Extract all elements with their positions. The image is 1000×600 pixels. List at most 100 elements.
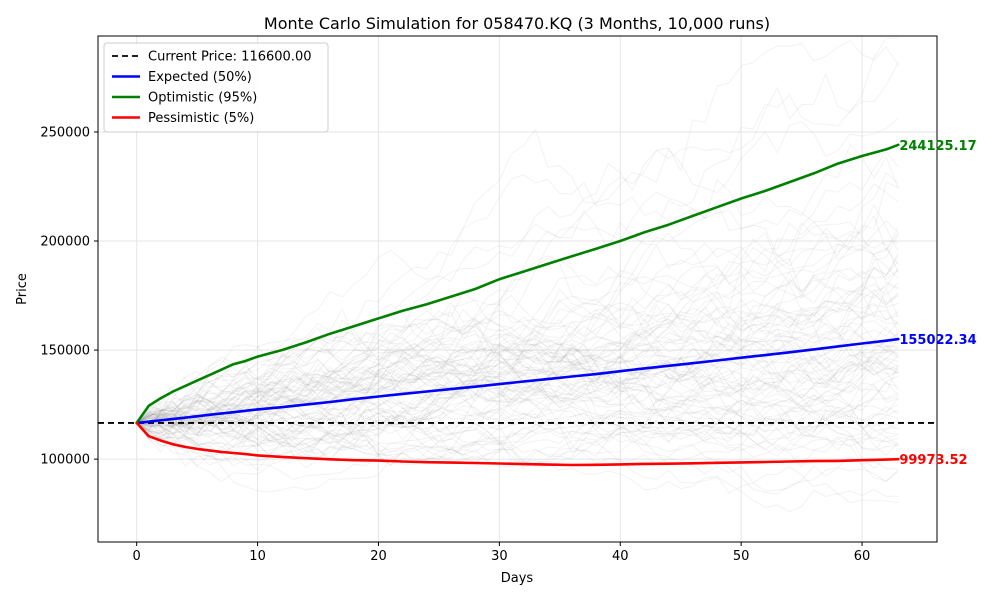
simulation-path: [136, 326, 899, 432]
simulation-path: [136, 214, 899, 436]
x-tick-label: 50: [733, 549, 750, 564]
simulation-path: [136, 284, 899, 430]
y-tick-label: 100000: [40, 453, 90, 468]
plot-frame: [97, 35, 938, 543]
simulation-path: [136, 287, 899, 468]
simulation-path: [136, 302, 899, 449]
simulation-path: [136, 302, 899, 424]
series-layer: [98, 143, 937, 467]
simulation-path: [136, 183, 899, 424]
simulation-path: [136, 329, 899, 445]
y-tick-label: 250000: [40, 125, 90, 140]
x-tick-label: 30: [491, 549, 508, 564]
simulation-path: [136, 292, 899, 448]
legend-label: Optimistic (95%): [148, 91, 257, 106]
simulation-path: [136, 369, 899, 424]
x-tick-label: 20: [370, 549, 387, 564]
simulation-path: [136, 332, 899, 440]
simulation-path: [136, 312, 899, 432]
simulation-path: [136, 254, 899, 424]
simulation-path: [136, 62, 899, 424]
simulation-path: [136, 395, 899, 460]
simulation-path: [136, 323, 899, 424]
simulation-path: [136, 320, 899, 454]
y-tick-label: 200000: [40, 235, 90, 250]
series-line-pessimistic-5: [135, 421, 900, 467]
simulation-path: [136, 405, 899, 463]
legend-label: Current Price: 116600.00: [148, 50, 311, 65]
simulation-path: [136, 244, 899, 430]
end-label-expected-50: 155022.34: [899, 333, 976, 348]
ticks-layer: 0 10 20 30 40 50 60 100000 150000 200000 250000: [40, 125, 870, 564]
simulation-path: [136, 39, 899, 440]
x-tick-label: 10: [249, 549, 266, 564]
simulation-path: [136, 282, 899, 434]
end-label-pessimistic-5: 99973.52: [899, 453, 967, 468]
simulation-path: [136, 181, 899, 434]
simulation-path: [136, 329, 899, 425]
legend-box: [103, 42, 329, 133]
simulation-path: [136, 343, 899, 457]
simulation-path: [136, 302, 899, 425]
simulation-path: [136, 267, 899, 441]
simulation-path: [136, 362, 899, 463]
simulation-path: [136, 406, 899, 469]
simulation-path: [136, 243, 899, 442]
simulation-path: [136, 343, 899, 426]
legend: Current Price: 116600.00 Expected (50%) Op…: [103, 42, 329, 133]
simulation-path: [136, 354, 899, 452]
simulation-path: [136, 275, 899, 445]
simulation-path: [136, 399, 899, 465]
series-line-optimistic-95: [135, 143, 900, 425]
x-tick-label: 60: [854, 549, 871, 564]
simulation-path: [136, 403, 899, 513]
simulation-path: [136, 350, 899, 441]
simulation-path: [136, 375, 899, 452]
simulation-path: [136, 415, 899, 481]
x-tick-label: 0: [133, 549, 141, 564]
simulation-path: [136, 320, 899, 427]
simulation-path: [136, 289, 899, 425]
simulation-path: [136, 422, 899, 495]
end-label-optimistic-95: 244125.17: [899, 139, 976, 154]
series-line-expected-50: [135, 337, 900, 425]
simulation-path: [136, 232, 899, 445]
simulation-path: [136, 305, 899, 427]
simulation-path: [136, 341, 899, 437]
simulation-path: [136, 303, 899, 424]
simulation-path: [136, 299, 899, 441]
simulation-path: [136, 203, 899, 424]
simulation-path: [136, 406, 899, 470]
simulation-path: [136, 317, 899, 424]
simulation-paths-layer: [136, 37, 899, 513]
simulation-path: [136, 267, 899, 446]
simulation-path: [136, 376, 899, 467]
simulation-path: [136, 290, 899, 432]
simulation-path: [136, 234, 899, 461]
x-tick-label: 40: [612, 549, 629, 564]
simulation-path: [136, 291, 899, 428]
simulation-path: [136, 233, 899, 424]
simulation-path: [136, 337, 899, 429]
simulation-path: [136, 267, 899, 448]
simulation-path: [136, 37, 899, 428]
simulation-path: [136, 288, 899, 429]
y-tick-label: 150000: [40, 344, 90, 359]
simulation-path: [136, 354, 899, 441]
simulation-path: [136, 258, 899, 431]
simulation-path: [136, 252, 899, 425]
x-axis-title: Days: [501, 571, 534, 586]
chart-title: Monte Carlo Simulation for 058470.KQ (3 …: [264, 14, 770, 33]
simulation-path: [136, 301, 899, 427]
y-axis-title: Price: [15, 273, 30, 305]
simulation-path: [136, 368, 899, 471]
simulation-path: [136, 347, 899, 431]
legend-label: Pessimistic (5%): [148, 111, 254, 126]
simulation-path: [136, 174, 899, 436]
simulation-path: [136, 389, 899, 498]
simulation-path: [136, 345, 899, 456]
simulation-path: [136, 347, 899, 425]
simulation-path: [136, 260, 899, 424]
